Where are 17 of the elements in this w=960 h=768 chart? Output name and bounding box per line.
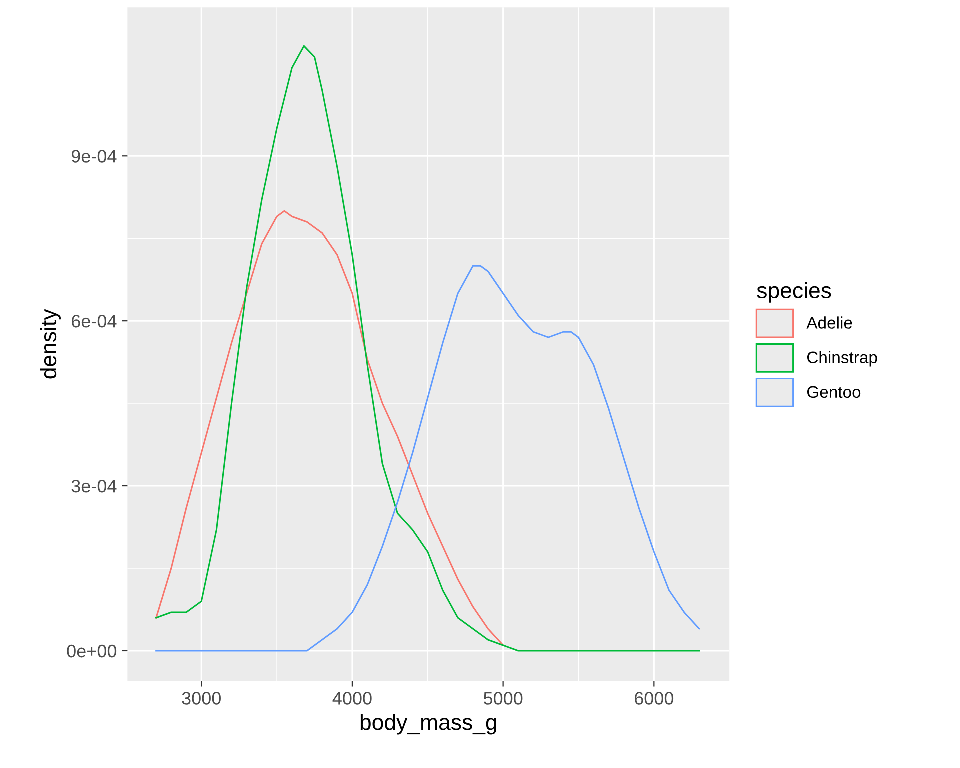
legend-label: Chinstrap [807,351,878,367]
legend-label: Adelie [806,316,852,329]
legend-title: species [757,282,832,303]
line-series [156,210,504,646]
y-tick-label: 3e-04 [72,480,117,493]
x-tick-label: 5000 [484,692,523,705]
x-tick-label: 6000 [635,692,674,705]
x-tick-label: 4000 [332,692,372,705]
line-series [156,265,700,652]
line-series [156,45,700,652]
legend-label: Gentoo [807,386,861,398]
y-axis-title: density [40,309,61,379]
y-tick-label: 9e-04 [72,150,117,163]
x-tick-label: 3000 [182,692,221,705]
y-tick-label: 6e-04 [72,315,117,328]
y-tick-label: 0e+00 [67,644,117,658]
x-axis-title: body_mass_g [360,714,496,735]
